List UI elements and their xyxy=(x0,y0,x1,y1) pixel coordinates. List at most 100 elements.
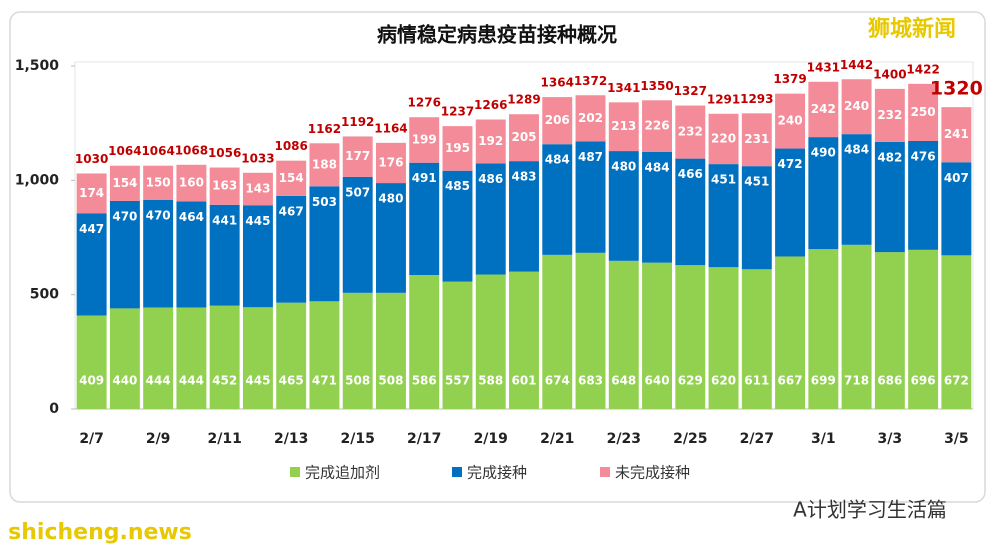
segment-label: 154 xyxy=(279,171,304,185)
segment-label: 487 xyxy=(578,150,603,164)
segment-label: 503 xyxy=(312,195,337,209)
segment-label: 240 xyxy=(844,99,869,113)
segment-label: 174 xyxy=(79,186,104,200)
bar-segment xyxy=(209,204,240,306)
bar-segment xyxy=(808,137,839,250)
total-label: 1291 xyxy=(707,92,740,106)
segment-label: 611 xyxy=(744,374,769,388)
bar-segment xyxy=(908,83,939,142)
segment-label: 444 xyxy=(179,374,204,388)
bar-segment xyxy=(309,143,340,187)
bar-segment xyxy=(409,117,440,163)
bar-segment xyxy=(475,119,506,164)
bar-segment xyxy=(76,213,107,316)
x-tick-label: 2/27 xyxy=(740,431,774,447)
bar-segment xyxy=(276,195,307,303)
bar-segment xyxy=(741,113,772,167)
bar-segment xyxy=(608,151,639,261)
bar-segment xyxy=(675,158,706,266)
segment-label: 484 xyxy=(545,153,570,167)
segment-label: 484 xyxy=(844,143,869,157)
segment-label: 476 xyxy=(911,150,936,164)
segment-label: 699 xyxy=(811,374,836,388)
bar-segment xyxy=(342,136,373,177)
segment-label: 466 xyxy=(678,167,703,181)
bar-segment xyxy=(276,302,307,409)
bar-segment xyxy=(874,252,905,409)
bar-segment xyxy=(176,201,207,308)
x-tick-label: 3/1 xyxy=(811,431,836,447)
segment-label: 407 xyxy=(944,171,969,185)
bar-segment xyxy=(409,275,440,409)
segment-label: 667 xyxy=(778,374,803,388)
bar-segment xyxy=(109,308,140,409)
bar-segment xyxy=(808,81,839,138)
total-label: 1293 xyxy=(740,92,773,106)
x-tick-label: 2/23 xyxy=(607,431,641,447)
bar-segment xyxy=(442,170,473,282)
segment-label: 240 xyxy=(778,114,803,128)
total-label: 1442 xyxy=(840,58,873,72)
watermark: A计划学习生活篇 xyxy=(793,498,947,522)
segment-label: 686 xyxy=(877,374,902,388)
x-tick-label: 2/17 xyxy=(407,431,441,447)
x-tick-label: 3/3 xyxy=(878,431,903,447)
segment-label: 440 xyxy=(112,374,137,388)
x-tick-label: 2/13 xyxy=(274,431,308,447)
segment-label: 250 xyxy=(911,105,936,119)
legend-swatch xyxy=(452,467,462,477)
segment-label: 220 xyxy=(711,131,736,145)
segment-label: 588 xyxy=(478,374,503,388)
segment-label: 672 xyxy=(944,374,969,388)
total-label: 1064 xyxy=(108,144,141,158)
segment-label: 213 xyxy=(611,119,636,133)
segment-label: 674 xyxy=(545,374,570,388)
segment-label: 718 xyxy=(844,374,869,388)
segment-label: 507 xyxy=(345,185,370,199)
segment-label: 451 xyxy=(711,173,736,187)
bar-segment xyxy=(342,176,373,293)
bar-segment xyxy=(442,126,473,171)
legend-swatch xyxy=(600,467,610,477)
legend-label: 完成接种 xyxy=(467,464,527,482)
segment-label: 202 xyxy=(578,111,603,125)
segment-label: 163 xyxy=(212,179,237,193)
bar-segment xyxy=(109,200,140,309)
bar-segment xyxy=(242,205,273,308)
total-label: 1341 xyxy=(607,81,640,95)
bar-segment xyxy=(542,97,573,145)
total-label: 1266 xyxy=(474,98,507,112)
bar-segment xyxy=(109,165,140,201)
bar-segment xyxy=(176,164,207,202)
total-label: 1422 xyxy=(906,62,939,76)
x-tick-label: 2/19 xyxy=(474,431,508,447)
segment-label: 143 xyxy=(245,182,270,196)
bar-segment xyxy=(575,141,606,253)
total-label: 1327 xyxy=(674,84,707,98)
bar-segment xyxy=(608,260,639,409)
segment-label: 447 xyxy=(79,222,104,236)
total-label: 1379 xyxy=(773,72,806,86)
segment-label: 465 xyxy=(279,374,304,388)
y-tick-label: 0 xyxy=(49,401,59,417)
total-label: 1400 xyxy=(873,67,906,81)
segment-label: 467 xyxy=(279,204,304,218)
bar-segment xyxy=(442,281,473,409)
bar-segment xyxy=(342,292,373,409)
bar-segment xyxy=(575,252,606,409)
y-tick-label: 500 xyxy=(30,287,59,303)
bar-segment xyxy=(143,199,174,308)
legend-label: 未完成接种 xyxy=(615,464,690,482)
segment-label: 188 xyxy=(312,157,337,171)
segment-label: 485 xyxy=(445,179,470,193)
bar-segment xyxy=(841,79,872,135)
bar-segment xyxy=(642,262,673,409)
bar-segment xyxy=(908,249,939,409)
bar-segment xyxy=(209,167,240,205)
bar-segment xyxy=(708,267,739,409)
total-label: 1289 xyxy=(507,93,540,107)
segment-label: 470 xyxy=(146,208,171,222)
total-label: 1364 xyxy=(541,76,574,90)
bar-segment xyxy=(375,183,406,293)
